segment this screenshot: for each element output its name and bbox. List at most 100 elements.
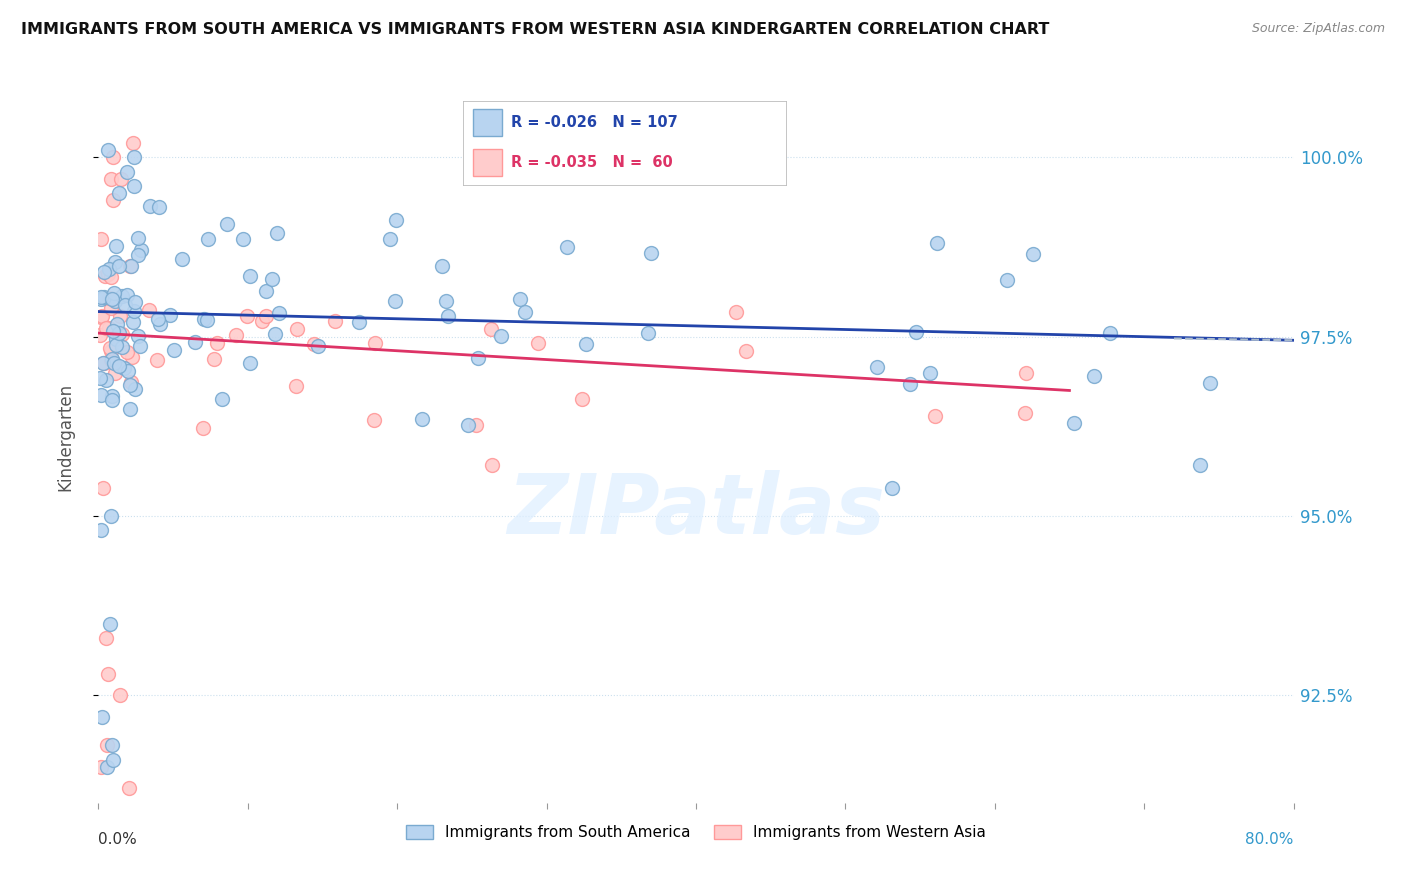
Point [347, 315, 370, 329]
Point [94, 269, 117, 284]
Point [918, 366, 941, 380]
Point [193, 312, 215, 326]
Point [231, 232, 253, 246]
Point [101, 293, 124, 307]
Point [97, 666, 120, 681]
Point [197, 232, 219, 246]
Point [91, 481, 114, 495]
Text: Source: ZipAtlas.com: Source: ZipAtlas.com [1251, 22, 1385, 36]
Point [898, 376, 921, 391]
Point [103, 194, 125, 208]
Point [103, 356, 125, 370]
Point [108, 359, 131, 374]
Point [127, 248, 149, 262]
Point [100, 392, 122, 407]
Point [124, 382, 146, 396]
Point [434, 294, 457, 309]
Point [481, 458, 503, 473]
Point [124, 295, 146, 310]
Point [90, 310, 112, 325]
Point [195, 312, 218, 326]
Point [432, 259, 454, 273]
Point [225, 328, 247, 343]
Point [235, 309, 257, 323]
Point [122, 303, 145, 318]
Point [93, 265, 115, 279]
Point [111, 340, 134, 354]
Point [924, 409, 946, 424]
Point [1098, 326, 1121, 340]
Point [1015, 366, 1038, 380]
Point [111, 327, 134, 342]
Point [108, 309, 131, 323]
Point [191, 421, 214, 435]
Point [139, 199, 162, 213]
Point [100, 508, 122, 523]
Point [104, 332, 127, 346]
Point [103, 285, 125, 300]
Point [252, 314, 274, 328]
Point [90, 760, 112, 774]
Point [1022, 246, 1045, 260]
Point [211, 392, 233, 406]
Point [97, 143, 120, 157]
Point [105, 317, 128, 331]
Point [94, 374, 117, 388]
Point [120, 375, 142, 389]
Point [149, 318, 172, 332]
Point [104, 366, 127, 380]
Point [100, 353, 122, 368]
Point [89, 292, 111, 306]
Point [91, 355, 114, 369]
Point [118, 402, 141, 417]
Point [101, 753, 124, 767]
Point [555, 240, 578, 254]
Point [108, 186, 131, 201]
Point [110, 172, 132, 186]
Point [104, 239, 127, 253]
Point [104, 255, 127, 269]
Point [115, 288, 138, 302]
Point [100, 172, 122, 186]
Point [202, 352, 225, 367]
Point [526, 336, 548, 351]
Point [100, 269, 122, 284]
Point [96, 739, 118, 753]
Point [254, 284, 277, 298]
Point [302, 336, 325, 351]
Point [266, 226, 288, 240]
Point [163, 343, 186, 357]
Point [108, 260, 131, 274]
Point [323, 314, 346, 328]
Point [115, 344, 138, 359]
Point [640, 245, 662, 260]
Point [637, 326, 659, 341]
Point [1063, 416, 1085, 430]
Point [98, 321, 121, 335]
Point [734, 343, 756, 358]
Point [91, 710, 114, 724]
Point [1189, 458, 1212, 473]
Point [112, 361, 135, 376]
Point [866, 359, 889, 374]
Point [98, 262, 121, 277]
Point [1199, 376, 1222, 391]
Point [89, 371, 111, 385]
Point [262, 272, 284, 286]
Point [103, 150, 125, 164]
Point [90, 290, 112, 304]
Point [97, 267, 120, 281]
Point [131, 243, 153, 257]
Point [121, 350, 143, 364]
Point [117, 364, 139, 378]
Point [183, 335, 205, 350]
Point [285, 322, 308, 336]
Point [89, 328, 111, 343]
Point [93, 355, 115, 369]
Point [138, 302, 160, 317]
Point [93, 290, 115, 304]
Point [122, 315, 145, 329]
Point [1083, 368, 1105, 383]
Point [90, 524, 112, 538]
Point [904, 325, 927, 339]
